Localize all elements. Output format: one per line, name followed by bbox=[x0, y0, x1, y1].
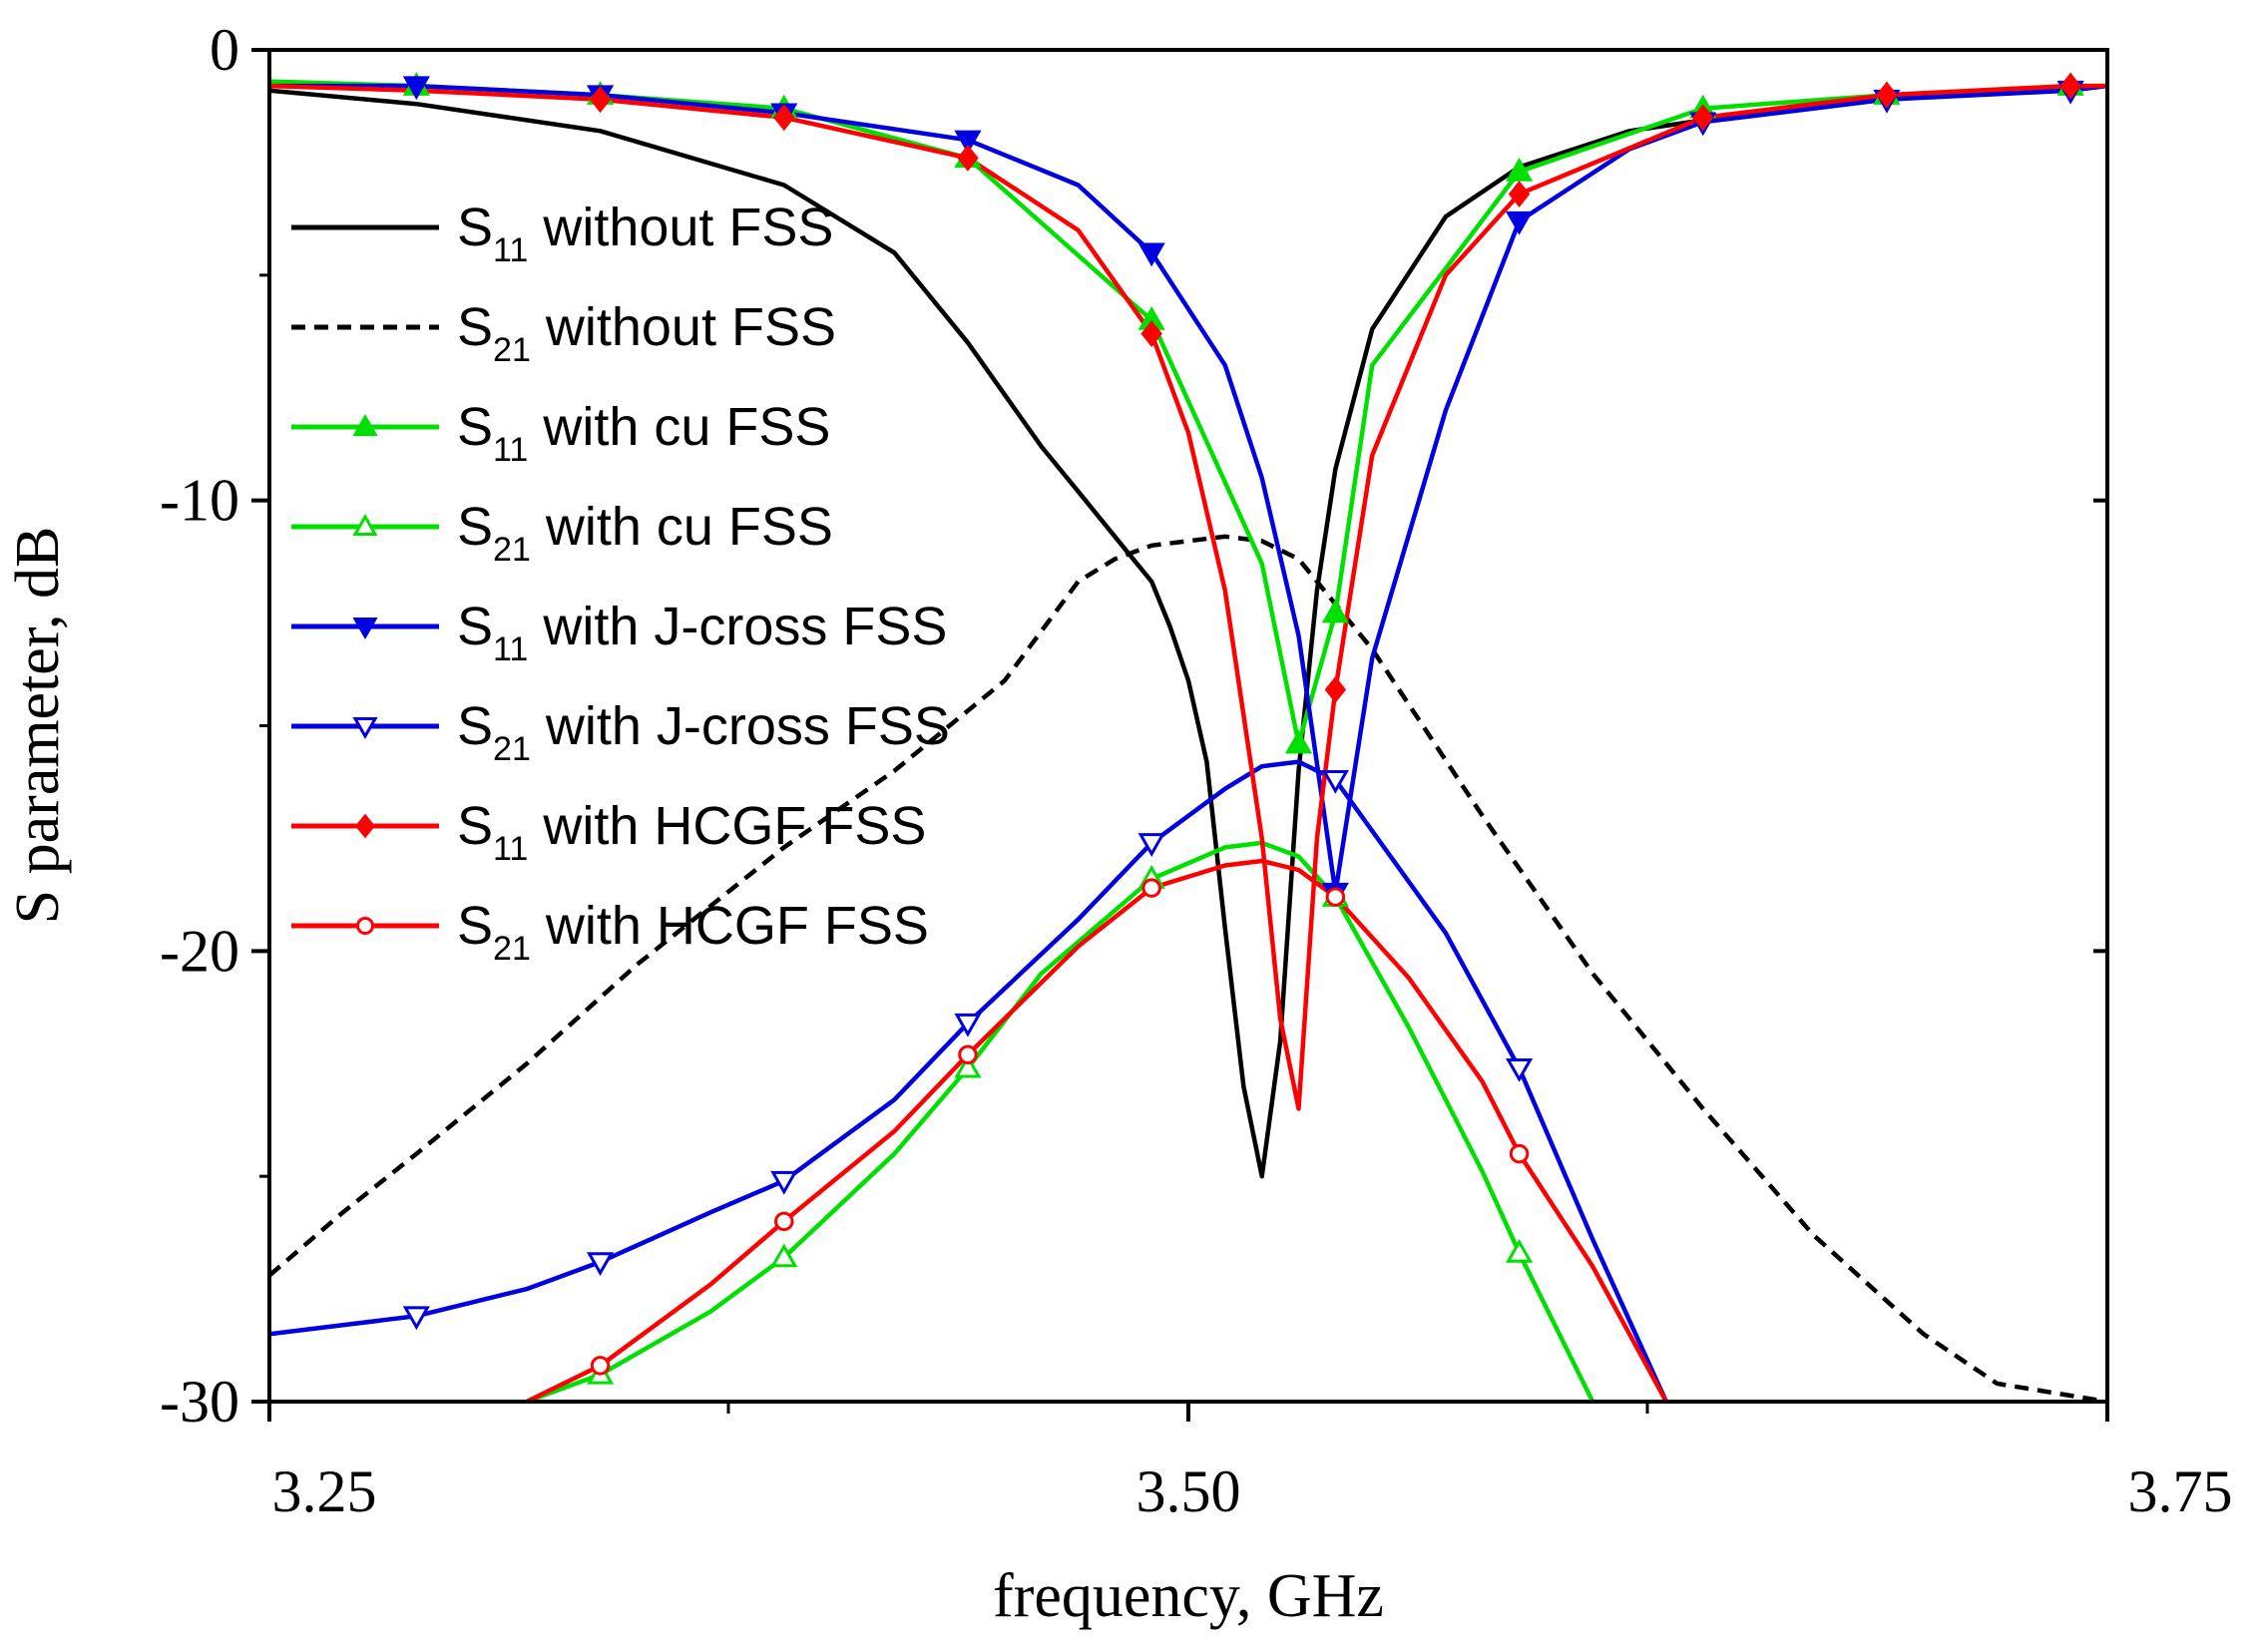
series-marker-s11-with-hcgf-fss bbox=[957, 144, 979, 172]
series-marker-s21-with-hcgf-fss bbox=[1325, 887, 1346, 907]
series-marker-s11-with-hcgf-fss bbox=[589, 86, 612, 114]
series-marker-s11-with-hcgf-fss bbox=[1692, 104, 1714, 132]
series-marker-s21-with-hcgf-fss bbox=[958, 1044, 978, 1064]
x-tick-label: 3.25 bbox=[272, 1458, 377, 1524]
series-marker-s21-with-j-cross-fss bbox=[402, 1306, 430, 1331]
series-marker-s11-with-hcgf-fss bbox=[1508, 181, 1531, 207]
series-marker-s21-with-j-cross-fss bbox=[954, 1013, 982, 1037]
marker-layer bbox=[402, 72, 2084, 1385]
x-tick-label: 3.75 bbox=[2128, 1458, 2233, 1524]
y-tick-label: -10 bbox=[160, 468, 239, 534]
y-tick-label: -30 bbox=[160, 1369, 239, 1435]
legend-label-s21-without-fss: S21 without FSS bbox=[457, 297, 836, 369]
series-marker-s11-with-hcgf-fss bbox=[773, 104, 795, 132]
series-marker-s11-with-hcgf-fss bbox=[1876, 81, 1898, 109]
series-line-s21-with-j-cross-fss bbox=[269, 759, 1668, 1402]
legend-label-s11-with-j-cross-fss: S11 with J-cross FSS bbox=[457, 597, 947, 668]
legend-label-s11-without-fss: S11 without FSS bbox=[457, 198, 833, 269]
x-axis-title: frequency, GHz bbox=[993, 1562, 1384, 1630]
series-marker-s11-with-j-cross-fss bbox=[402, 76, 430, 101]
legend-marker-s21-with-hcgf-fss bbox=[356, 917, 374, 935]
series-marker-s21-with-hcgf-fss bbox=[1141, 878, 1161, 898]
legend-marker-s11-with-hcgf-fss bbox=[355, 813, 375, 839]
series-marker-s21-with-cu-fss bbox=[770, 1243, 798, 1268]
series-marker-s21-with-j-cross-fss bbox=[1137, 833, 1165, 857]
series-marker-s11-with-j-cross-fss bbox=[1505, 210, 1534, 235]
legend-marker-s11-with-cu-fss bbox=[352, 413, 378, 436]
legend: S11 without FSS S21 without FSS S11 with c… bbox=[291, 198, 950, 968]
legend-marker-s11-with-j-cross-fss bbox=[352, 618, 378, 640]
legend-label-s21-with-j-cross-fss: S21 with J-cross FSS bbox=[457, 696, 950, 768]
legend-marker-s21-with-j-cross-fss bbox=[352, 717, 378, 740]
y-tick-label: 0 bbox=[210, 17, 239, 83]
y-tick-label: -20 bbox=[160, 918, 239, 984]
legend-label-s21-with-hcgf-fss: S21 with HCGF FSS bbox=[457, 896, 929, 968]
series-marker-s21-with-hcgf-fss bbox=[590, 1356, 611, 1376]
tick-layer: 0 -10 -20 -30 3.25 3.50 3.75 bbox=[160, 17, 2232, 1524]
series-marker-s21-with-cu-fss bbox=[1505, 1238, 1534, 1263]
legend-label-s11-with-cu-fss: S11 with cu FSS bbox=[457, 397, 830, 469]
series-marker-s21-with-j-cross-fss bbox=[586, 1252, 615, 1277]
series-marker-s21-with-j-cross-fss bbox=[770, 1170, 798, 1195]
series-marker-s21-with-j-cross-fss bbox=[1505, 1058, 1534, 1082]
x-tick-label: 3.50 bbox=[1136, 1458, 1241, 1524]
series-marker-s21-with-hcgf-fss bbox=[1509, 1143, 1530, 1164]
series-line-s21-with-cu-fss bbox=[526, 840, 1595, 1402]
series-marker-s21-with-hcgf-fss bbox=[774, 1211, 794, 1232]
series-line-s21-with-hcgf-fss bbox=[525, 858, 1668, 1402]
series-marker-s21-with-cu-fss bbox=[954, 1053, 982, 1078]
series-marker-s11-with-j-cross-fss bbox=[1137, 242, 1165, 267]
series-marker-s21-with-j-cross-fss bbox=[1321, 769, 1349, 794]
series-marker-s11-with-cu-fss bbox=[1321, 599, 1349, 623]
legend-marker-s21-with-cu-fss bbox=[352, 513, 378, 536]
series-marker-s11-with-cu-fss bbox=[1505, 157, 1534, 182]
series-marker-s11-with-hcgf-fss bbox=[1140, 320, 1162, 347]
series-line-s11-without-fss bbox=[269, 83, 2107, 1179]
y-axis-title: S parameter, dB bbox=[4, 527, 72, 925]
series-line-s21-without-fss bbox=[269, 534, 2107, 1402]
legend-label-s21-with-cu-fss: S21 with cu FSS bbox=[457, 497, 833, 569]
series-marker-s11-with-cu-fss bbox=[1284, 729, 1313, 754]
series-marker-s11-with-hcgf-fss bbox=[2059, 72, 2081, 100]
legend-label-s11-with-hcgf-fss: S11 with HCGF FSS bbox=[457, 796, 926, 868]
series-marker-s11-with-hcgf-fss bbox=[1324, 675, 1347, 703]
series-marker-s11-with-j-cross-fss bbox=[954, 130, 982, 155]
series-line-s11-with-hcgf-fss bbox=[269, 83, 2107, 1111]
